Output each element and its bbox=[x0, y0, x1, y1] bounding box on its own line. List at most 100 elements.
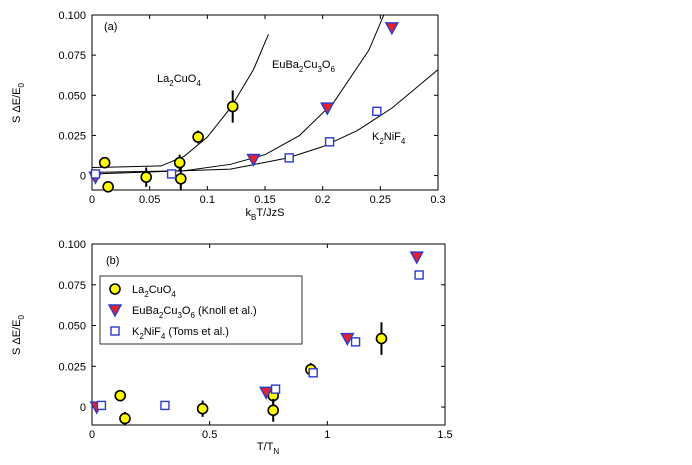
y-axis-label: S ΔE/E0 bbox=[11, 82, 26, 122]
annotation: K2NiF4 bbox=[372, 131, 406, 146]
panel-label: (a) bbox=[104, 21, 117, 33]
legend-label: K2NiF4 (Toms et al.) bbox=[132, 326, 229, 341]
y-tick-label: 0.100 bbox=[58, 10, 86, 22]
annotation-part: NiF bbox=[384, 131, 401, 143]
marker-square bbox=[308, 368, 318, 378]
marker-square bbox=[324, 137, 335, 147]
annotation: EuBa2Cu3O6 bbox=[272, 59, 335, 74]
legend-label-part: EuBa bbox=[132, 305, 160, 317]
y-tick-label: 0.050 bbox=[58, 90, 86, 102]
y-tick-label: 0.075 bbox=[58, 280, 86, 292]
legend-label-part: 2 bbox=[139, 332, 144, 341]
marker-circle bbox=[192, 131, 204, 143]
legend-label: EuBa2Cu3O6 (Knoll et al.) bbox=[132, 305, 257, 320]
marker-circle bbox=[175, 172, 187, 185]
marker-square bbox=[96, 400, 107, 411]
marker-circle bbox=[98, 156, 111, 169]
panel-label: (b) bbox=[106, 255, 119, 267]
marker-circle bbox=[114, 389, 127, 402]
y-tick-label: 0 bbox=[80, 402, 86, 414]
x-tick-label: 1 bbox=[324, 429, 330, 441]
y-axis-label-part: S ΔE/E bbox=[11, 319, 23, 354]
legend-label-part: 2 bbox=[159, 311, 164, 320]
y-tick-label: 0.100 bbox=[58, 239, 86, 251]
y-tick-label: 0 bbox=[80, 171, 86, 183]
marker-square bbox=[166, 169, 177, 179]
x-tick-label: 0.05 bbox=[139, 194, 160, 206]
x-axis-label: T/TN bbox=[257, 441, 280, 456]
marker-circle bbox=[173, 156, 186, 169]
fit-curve bbox=[91, 14, 385, 173]
annotation-part: 2 bbox=[379, 137, 384, 146]
legend-label-part: Cu bbox=[163, 305, 177, 317]
marker-circle bbox=[226, 100, 239, 113]
legend-label-part: 4 bbox=[171, 290, 176, 299]
marker-circle bbox=[102, 180, 114, 193]
y-tick-label: 0.050 bbox=[58, 321, 86, 333]
marker-square bbox=[372, 106, 382, 117]
marker-triangle bbox=[409, 251, 424, 265]
annotation-part: K bbox=[372, 131, 380, 143]
annotation-part: 4 bbox=[401, 137, 406, 146]
marker-triangle bbox=[107, 304, 123, 318]
marker-circle bbox=[109, 283, 121, 295]
y-axis-label-part: 0 bbox=[17, 314, 26, 319]
annotation-part: 2 bbox=[169, 79, 174, 88]
x-tick-label: 1.5 bbox=[437, 429, 452, 441]
y-tick-label: 0.025 bbox=[58, 361, 86, 373]
marker-square bbox=[90, 169, 101, 179]
marker-triangle bbox=[246, 153, 261, 167]
x-axis-label-part: k bbox=[246, 207, 252, 219]
annotation: La2CuO4 bbox=[157, 73, 201, 88]
marker-circle bbox=[375, 332, 388, 345]
marker-square bbox=[414, 270, 424, 280]
marker-square bbox=[160, 400, 170, 411]
annotation-part: Cu bbox=[303, 59, 317, 71]
marker-circle bbox=[267, 404, 280, 417]
fit-curve bbox=[91, 69, 439, 175]
legend-label-part: 2 bbox=[144, 290, 149, 299]
marker-triangle bbox=[320, 102, 335, 116]
legend-label-part: NiF bbox=[144, 326, 161, 338]
x-tick-label: 0.5 bbox=[202, 429, 217, 441]
marker-triangle bbox=[384, 22, 400, 36]
legend-label-part: (Knoll et al.) bbox=[195, 305, 257, 317]
annotation-part: EuBa bbox=[272, 59, 300, 71]
annotation-part: 2 bbox=[299, 65, 304, 74]
x-axis-label-part: B bbox=[251, 213, 256, 222]
marker-square bbox=[270, 384, 281, 394]
legend-label-part: O bbox=[182, 305, 191, 317]
y-axis-label: S ΔE/E0 bbox=[11, 314, 26, 354]
legend-label-part: 4 bbox=[161, 332, 166, 341]
y-tick-label: 0.025 bbox=[58, 130, 86, 142]
marker-square bbox=[284, 153, 294, 163]
y-axis-label-part: S ΔE/E bbox=[11, 87, 23, 122]
legend-label-part: 6 bbox=[190, 311, 195, 320]
marker-circle bbox=[119, 412, 131, 425]
x-tick-label: 0.2 bbox=[315, 194, 330, 206]
x-tick-label: 0.15 bbox=[254, 194, 275, 206]
legend-box bbox=[99, 275, 303, 345]
x-axis-label-part: N bbox=[273, 447, 279, 456]
x-axis-label-part: T/JzS bbox=[256, 207, 284, 219]
y-axis-label-part: 0 bbox=[17, 82, 26, 87]
legend-label-part: K bbox=[132, 326, 140, 338]
annotation-part: La bbox=[157, 73, 170, 85]
legend-label-part: La bbox=[132, 284, 145, 296]
legend-label: La2CuO4 bbox=[132, 284, 176, 299]
marker-circle bbox=[140, 171, 153, 183]
annotation-part: O bbox=[322, 59, 331, 71]
annotation-part: CuO bbox=[174, 73, 197, 85]
x-tick-label: 0 bbox=[89, 194, 95, 206]
x-tick-label: 0.3 bbox=[430, 194, 445, 206]
marker-circle bbox=[196, 402, 209, 415]
plot-area bbox=[91, 14, 439, 191]
marker-square bbox=[110, 326, 120, 336]
annotation-part: 4 bbox=[196, 79, 201, 88]
marker-triangle bbox=[258, 386, 274, 400]
legend-label-part: (Toms et al.) bbox=[165, 326, 229, 338]
annotation-part: 6 bbox=[330, 65, 335, 74]
fit-curve bbox=[91, 34, 269, 169]
legend-label-part: 3 bbox=[177, 311, 182, 320]
x-tick-label: 0 bbox=[89, 429, 95, 441]
